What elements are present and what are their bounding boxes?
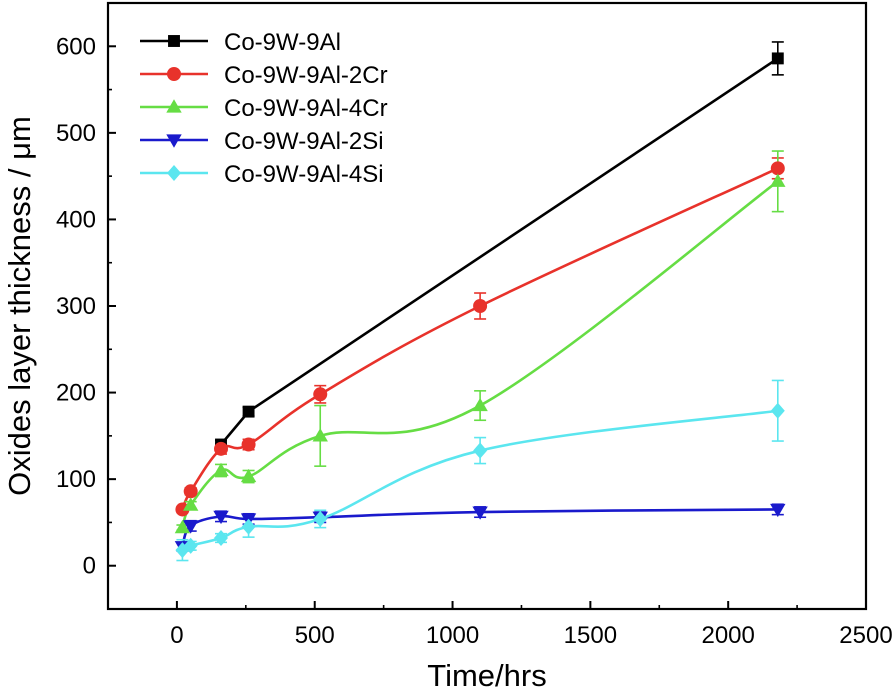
data-point	[182, 520, 199, 534]
legend-label: Co-9W-9Al-4Si	[224, 161, 384, 188]
x-tick-label: 0	[170, 622, 183, 649]
legend-marker	[166, 99, 182, 113]
data-point	[473, 299, 488, 313]
y-tick-label: 500	[56, 120, 96, 147]
legend-label: Co-9W-9Al-2Si	[224, 128, 384, 155]
data-point	[312, 428, 328, 442]
data-point	[241, 437, 256, 452]
y-tick-label: 600	[56, 33, 96, 60]
data-point	[214, 441, 229, 456]
legend-entry: Co-9W-9Al	[140, 29, 341, 56]
x-axis-ticks: 0 500 1000 1500 2000 2500	[170, 601, 893, 649]
data-point	[242, 405, 255, 418]
data-point	[473, 442, 488, 459]
legend-marker	[167, 67, 181, 81]
data-point	[771, 52, 784, 65]
legend-marker	[168, 35, 180, 47]
data-point	[183, 484, 198, 499]
data-point	[770, 173, 786, 187]
legend: Co-9W-9Al Co-9W-9Al-2Cr Co-9W-9Al-4Cr Co-9W…	[140, 29, 388, 188]
x-tick-label: 500	[295, 622, 335, 649]
data-point	[241, 518, 256, 535]
y-tick-label: 0	[83, 553, 96, 580]
legend-entry: Co-9W-9Al-2Si	[140, 128, 384, 155]
legend-label: Co-9W-9Al-2Cr	[224, 62, 388, 89]
data-point	[240, 468, 257, 483]
data-point	[214, 529, 229, 547]
y-tick-label: 100	[56, 466, 96, 493]
legend-label: Co-9W-9Al-4Cr	[224, 95, 388, 122]
legend-entry: Co-9W-9Al-4Si	[140, 161, 384, 188]
series-line-2	[181, 167, 779, 510]
y-tick-label: 400	[56, 206, 96, 233]
x-tick-label: 2500	[839, 622, 892, 649]
y-tick-label: 300	[56, 293, 96, 320]
legend-marker	[167, 164, 181, 182]
legend-entry: Co-9W-9Al-4Cr	[140, 95, 388, 122]
data-point	[770, 503, 786, 518]
y-tick-label: 200	[56, 380, 96, 407]
legend-label: Co-9W-9Al	[224, 29, 341, 56]
series-line-5	[181, 409, 778, 552]
series-markers	[174, 52, 786, 559]
data-point	[182, 497, 199, 511]
x-tick-label: 2000	[701, 622, 754, 649]
data-point	[213, 510, 229, 525]
data-point	[183, 537, 198, 554]
y-axis-ticks: 0 100 200 300 400 500 600	[56, 33, 116, 580]
legend-marker	[166, 134, 182, 148]
series-line-3	[181, 180, 779, 529]
data-point	[213, 462, 229, 477]
data-point	[472, 397, 488, 412]
data-point	[770, 161, 785, 176]
x-tick-label: 1000	[426, 622, 479, 649]
legend-entry: Co-9W-9Al-2Cr	[140, 62, 388, 89]
data-point	[313, 387, 328, 402]
x-tick-label: 1500	[564, 622, 617, 649]
data-point	[174, 519, 191, 534]
data-point	[313, 510, 328, 528]
x-axis-title: Time/hrs	[427, 658, 546, 692]
data-point	[472, 506, 488, 520]
y-axis-title: Oxides layer thickness / μm	[2, 116, 37, 496]
data-point	[770, 402, 785, 419]
